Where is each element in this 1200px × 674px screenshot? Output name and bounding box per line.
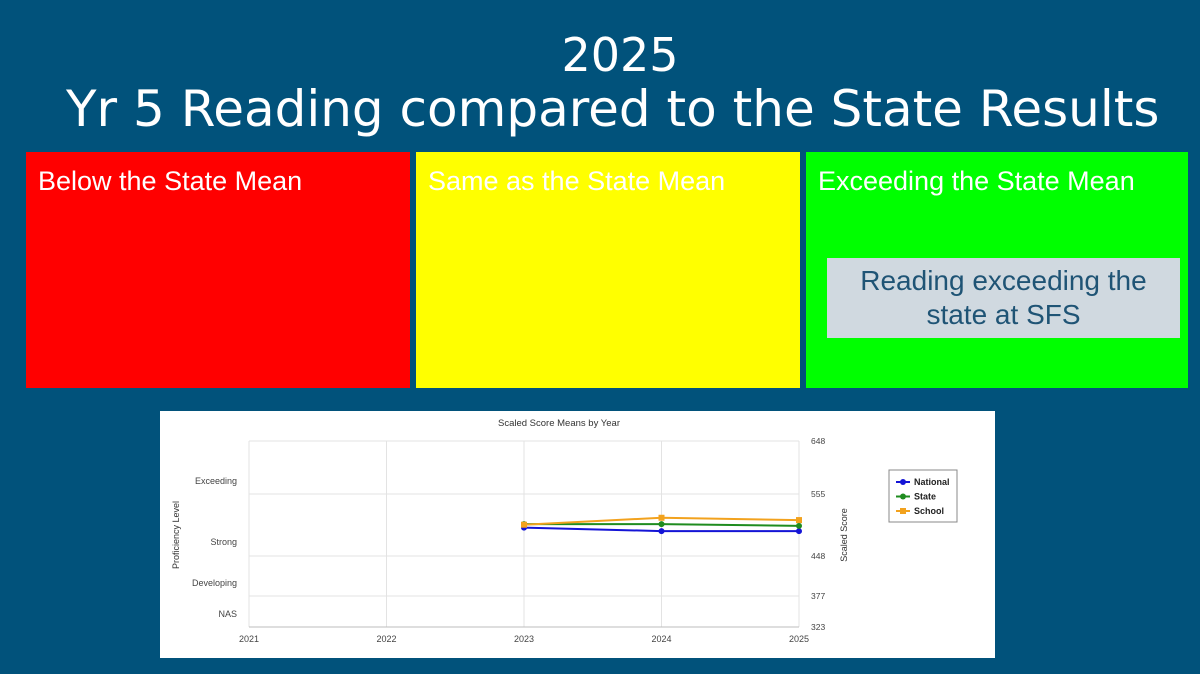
legend-marker-school bbox=[900, 508, 906, 514]
point-state bbox=[796, 522, 802, 529]
panel-below-label: Below the State Mean bbox=[38, 166, 303, 196]
chart-title: Scaled Score Means by Year bbox=[498, 418, 620, 429]
legend-label-national: National bbox=[914, 477, 950, 487]
proficiency-band-label: Exceeding bbox=[195, 476, 237, 486]
panel-exceeding-state-mean: Exceeding the State Mean Reading exceedi… bbox=[806, 152, 1188, 388]
y-tick-label-right: 323 bbox=[811, 622, 825, 632]
chart-legend: National State School bbox=[888, 469, 958, 523]
chart-axis-ticks: 2021 2022 2023 2024 2025 648 555 448 377 323 bbox=[239, 436, 825, 644]
x-tick-label: 2023 bbox=[514, 634, 534, 644]
proficiency-band-labels: Exceeding Strong Developing NAS bbox=[192, 476, 237, 619]
legend-marker-national bbox=[900, 479, 906, 485]
panel-same-state-mean: Same as the State Mean bbox=[416, 152, 800, 388]
point-national bbox=[796, 528, 802, 535]
legend-label-state: State bbox=[914, 492, 936, 502]
point-national bbox=[658, 528, 665, 535]
panel-below-state-mean: Below the State Mean bbox=[26, 152, 410, 388]
proficiency-band-label: Developing bbox=[192, 578, 237, 588]
y-tick-label-right: 377 bbox=[811, 591, 825, 601]
x-tick-label: 2022 bbox=[376, 634, 396, 644]
exceed-note-box: Reading exceeding the state at SFS bbox=[827, 258, 1180, 338]
point-state bbox=[658, 521, 665, 528]
x-tick-label: 2025 bbox=[789, 634, 809, 644]
y-tick-label-right: 448 bbox=[811, 551, 825, 561]
slide-year: 2025 bbox=[561, 28, 679, 82]
legend-marker-state bbox=[900, 493, 906, 500]
panel-exceed-label: Exceeding the State Mean bbox=[818, 166, 1135, 196]
y-axis-right-label: Scaled Score bbox=[839, 508, 849, 562]
x-tick-label: 2021 bbox=[239, 634, 259, 644]
scaled-score-chart: Scaled Score Means by Year Exceeding Stro… bbox=[171, 418, 958, 644]
y-axis-left-label: Proficiency Level bbox=[171, 501, 181, 569]
chart-frame: Scaled Score Means by Year Exceeding Stro… bbox=[160, 411, 995, 658]
chart-grid bbox=[248, 440, 800, 628]
point-school bbox=[796, 517, 802, 524]
legend-label-school: School bbox=[914, 506, 944, 516]
slide-title: Yr 5 Reading compared to the State Resul… bbox=[66, 80, 1160, 138]
point-school bbox=[521, 521, 527, 528]
panel-same-label: Same as the State Mean bbox=[428, 166, 726, 196]
y-tick-label-right: 648 bbox=[811, 436, 825, 446]
proficiency-band-label: Strong bbox=[210, 537, 237, 547]
proficiency-band-label: NAS bbox=[218, 609, 237, 619]
y-tick-label-right: 555 bbox=[811, 489, 825, 499]
x-tick-label: 2024 bbox=[651, 634, 671, 644]
point-school bbox=[658, 514, 665, 521]
chart-series bbox=[521, 514, 802, 535]
